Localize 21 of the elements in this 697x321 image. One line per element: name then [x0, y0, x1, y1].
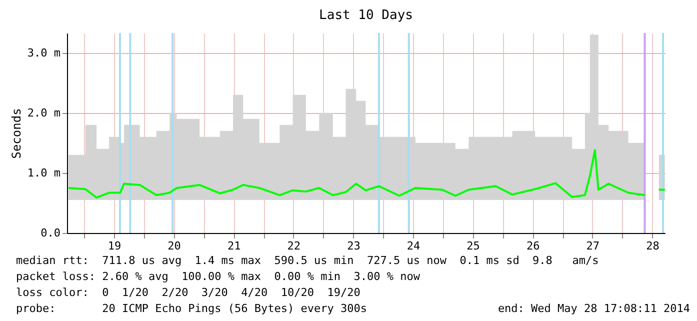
x-tick-label: 28	[646, 240, 660, 252]
text: median rtt: 711.8 us avg 1.4 ms max 590.5 us min 727.5 us now 0.1 ms sd 9.8 am/s	[16, 254, 599, 267]
y-axis-title: Seconds	[9, 108, 24, 159]
x-tick-label: 26	[526, 240, 540, 252]
text: loss color: 0 1/20 2/20 3/20 4/20 10/20 19/20	[16, 286, 360, 299]
x-tick-label: 24	[406, 240, 421, 252]
x-tick-label: 23	[347, 240, 360, 252]
y-tick-label: 0.0	[40, 226, 60, 240]
x-tick-label: 20	[168, 240, 181, 252]
x-tick-label: 25	[466, 240, 480, 252]
chart-title: Last 10 Days	[319, 8, 413, 23]
text: end: Wed May 28 17:08:11 2014	[498, 302, 690, 315]
y-tick-label: 2.0 m	[27, 106, 61, 120]
text: probe: 20 ICMP Echo Pings (56 Bytes) every 300s	[16, 302, 367, 315]
x-tick-label: 19	[108, 240, 122, 252]
y-tick-label: 1.0 m	[27, 166, 61, 180]
x-tick-label: 21	[227, 240, 241, 252]
x-tick-label: 27	[586, 240, 600, 252]
y-tick-label: 3.0 m	[27, 46, 61, 60]
x-tick-label: 22	[287, 240, 301, 252]
text: packet loss: 2.60 % avg 100.00 % max 0.00 % min 3.00 % now	[16, 270, 420, 283]
